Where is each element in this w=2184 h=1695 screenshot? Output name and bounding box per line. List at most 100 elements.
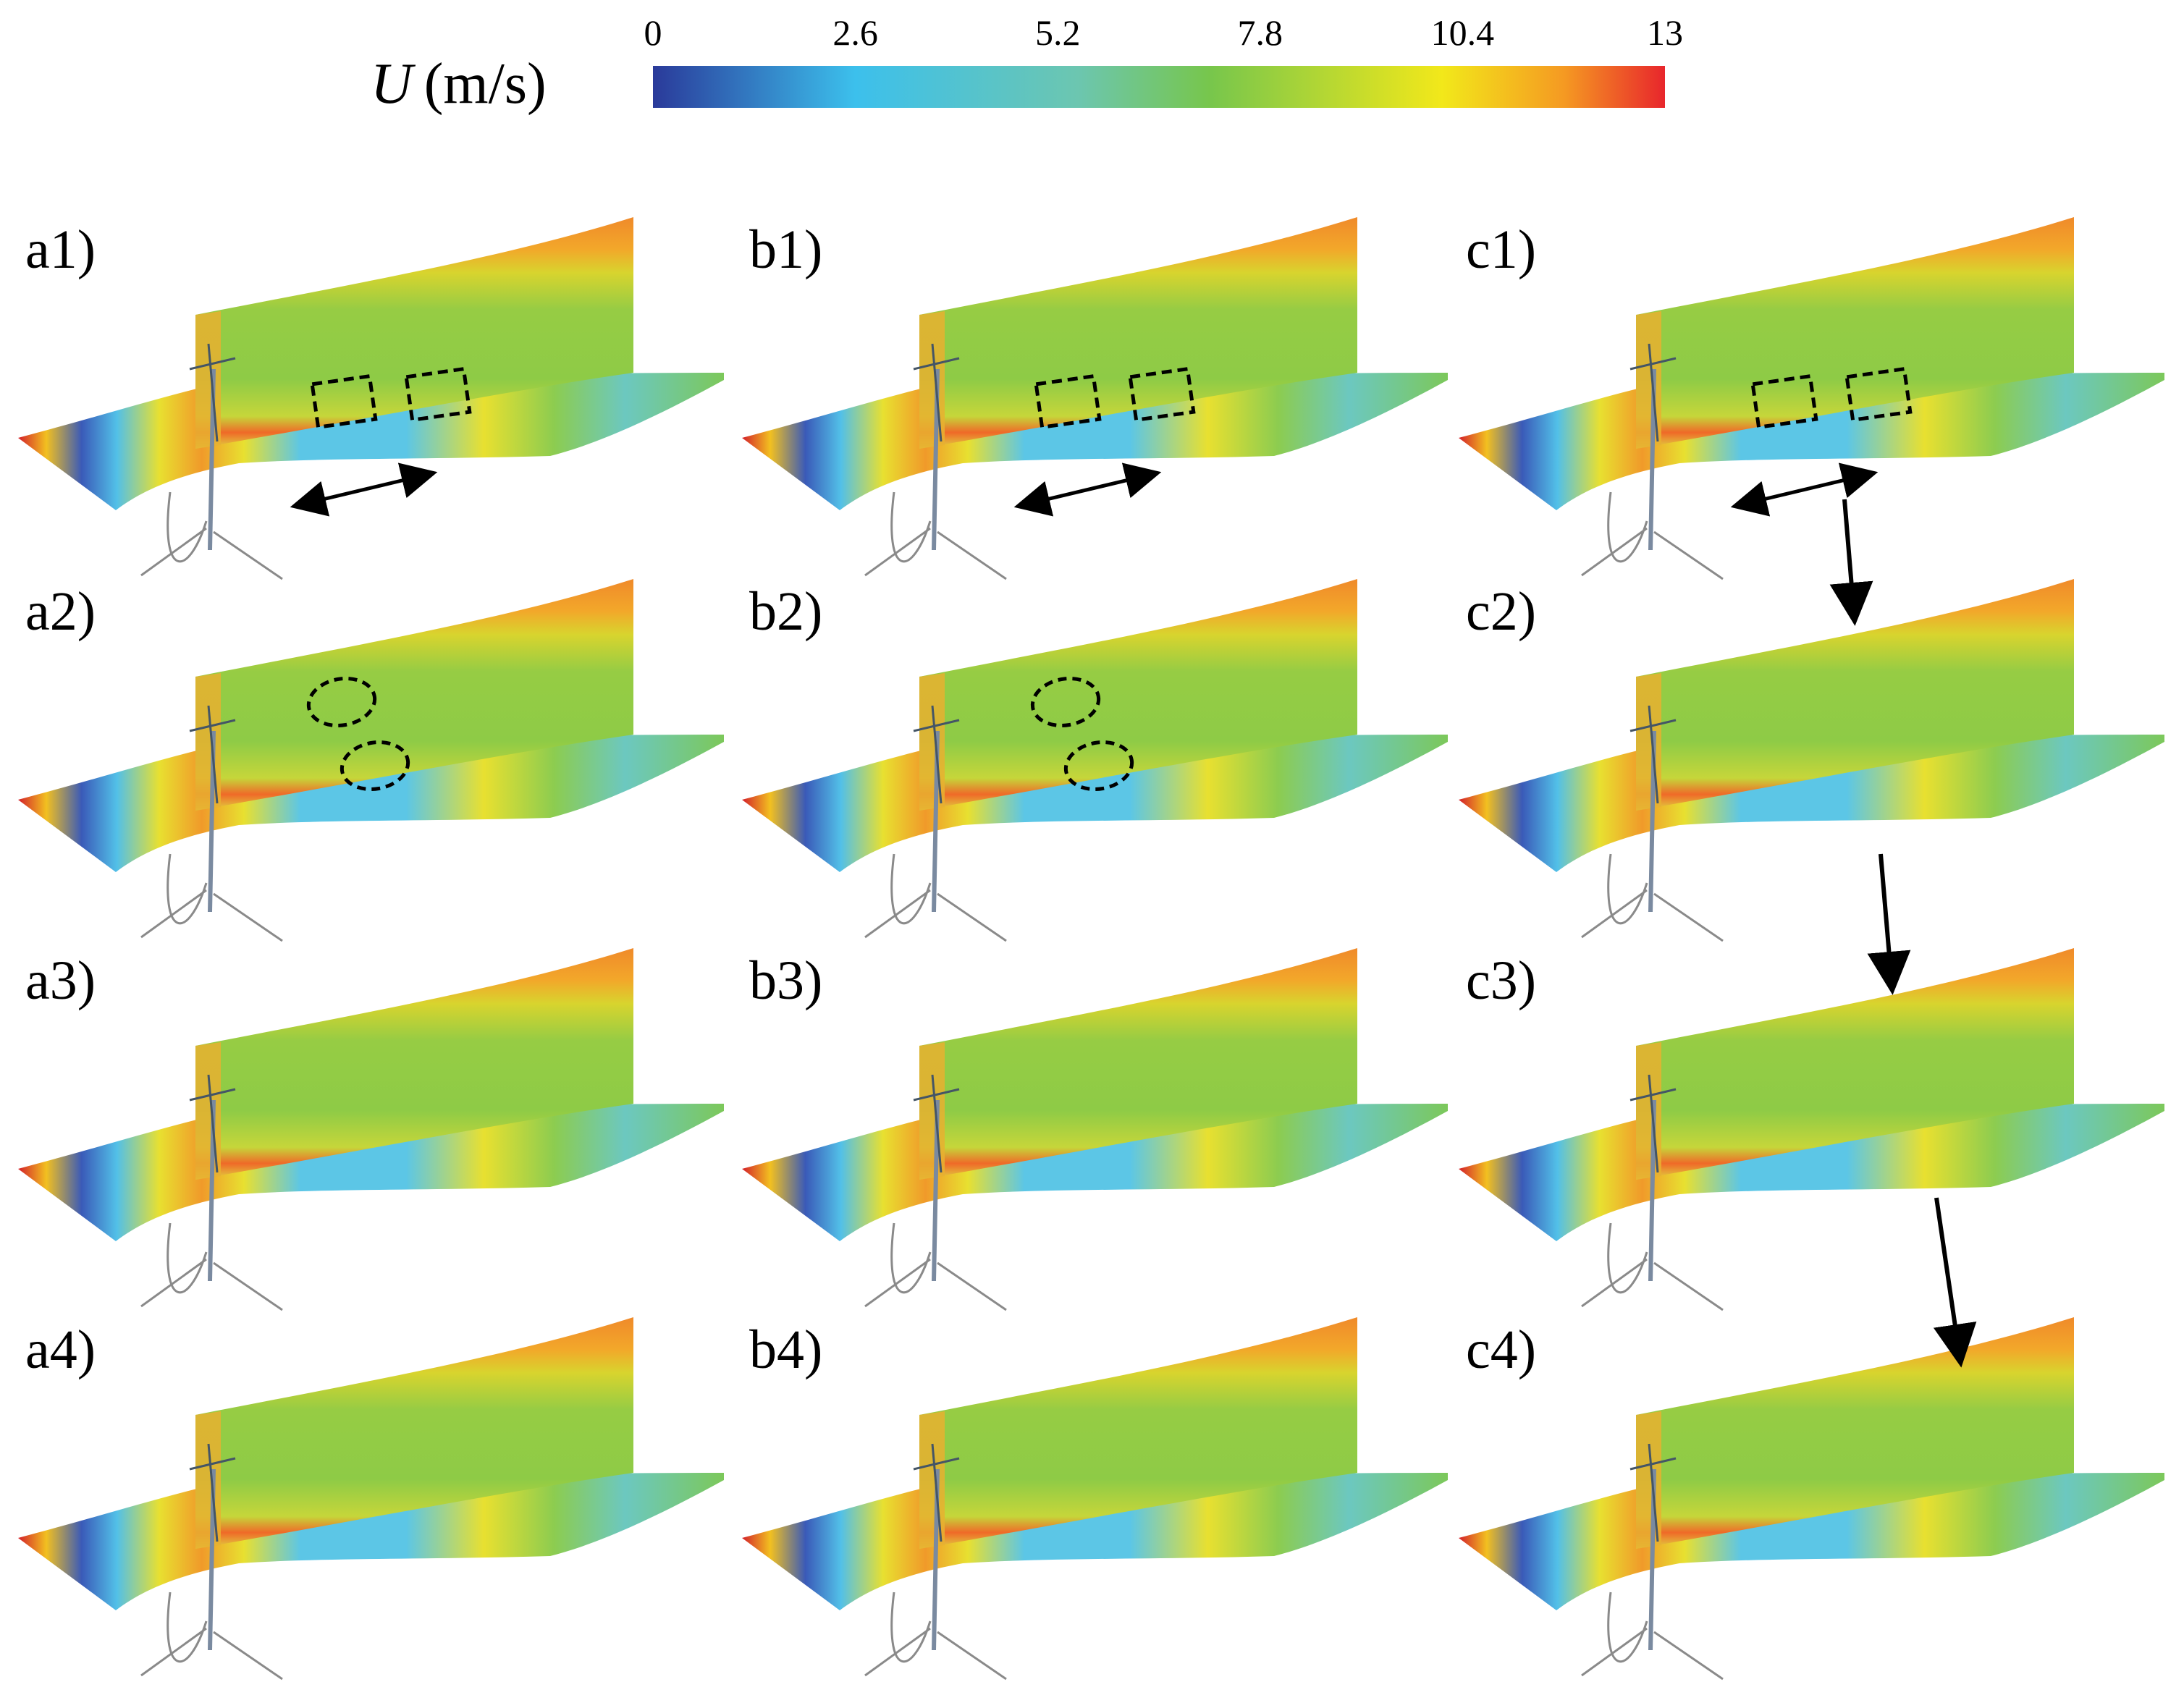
panel-label: a2) [25, 581, 96, 642]
panel-label: b2) [749, 581, 822, 642]
vertical-velocity-plane [919, 948, 1357, 1180]
panel-b2: b2) [742, 579, 1448, 942]
vertical-velocity-plane [919, 1317, 1357, 1549]
vertical-velocity-plane [195, 1317, 633, 1549]
mooring-lines [864, 853, 1007, 942]
floor-velocity-plane [742, 1473, 1448, 1610]
turbine-rotor-blade [207, 1074, 219, 1173]
mooring-lines [140, 1592, 283, 1681]
mooring-lines [864, 1222, 1007, 1311]
turbine-rotor-blade [913, 1088, 960, 1102]
vertical-velocity-plane [1636, 217, 2074, 449]
turbine-rotor-blade [189, 719, 236, 732]
turbine-rotor-blade [1648, 705, 1659, 804]
floor-velocity-plane [18, 735, 724, 872]
panel-label: c4) [1466, 1319, 1536, 1380]
turbine-rotor-blade [189, 357, 236, 371]
mooring-lines [140, 491, 283, 580]
turbine-rotor-blade [207, 1443, 219, 1542]
panel-label: b4) [749, 1319, 822, 1380]
panel-c2: c2) [1459, 579, 2164, 942]
floor-velocity-plane [1459, 1104, 2164, 1241]
floor-velocity-plane [18, 373, 724, 510]
turbine-rotor-blade [913, 357, 960, 371]
turbine-rotor-blade [189, 1088, 236, 1102]
colorbar-title: U (m/s) [371, 52, 547, 116]
mooring-lines [1581, 491, 1724, 580]
colorbar-tick-label: 5.2 [1035, 12, 1081, 53]
panel-c4: c4) [1459, 1317, 2164, 1681]
colorbar-unit: (m/s) [424, 52, 547, 116]
turbine-rotor-blade [931, 705, 943, 804]
panel-a2: a2) [18, 579, 724, 942]
panel-grid: a1) b1) c1) a2) b2) c2) a3) b3) c3) a4) b4) c4) [18, 217, 2164, 1681]
dashed-highlight-box [1844, 366, 1913, 423]
velocity-colorbar: U (m/s) 0 2.6 5.2 7.8 10.4 13 [371, 12, 1683, 116]
turbine-rotor-blade [913, 719, 960, 732]
dashed-highlight-box [310, 373, 378, 430]
sequence-arrows [1829, 499, 1977, 1368]
floor-velocity-plane [742, 373, 1448, 510]
floor-velocity-plane [18, 1473, 724, 1610]
panel-a1: a1) [18, 217, 724, 580]
colorbar-tick-label: 10.4 [1431, 12, 1495, 53]
colorbar-tick-label: 2.6 [832, 12, 878, 53]
panel-label: c2) [1466, 581, 1536, 642]
distance-double-arrow [290, 462, 438, 517]
vertical-velocity-plane [1636, 948, 2074, 1180]
turbine-rotor-blade [1648, 1074, 1659, 1173]
panel-label: a3) [25, 950, 96, 1011]
sequence-arrow [1867, 853, 1911, 995]
colorbar-tick-label: 13 [1647, 12, 1683, 53]
panel-b1: b1) [742, 217, 1448, 580]
turbine-rotor-blade [913, 1457, 960, 1471]
dashed-highlight-ellipse [340, 740, 410, 792]
turbine-rotor-blade [1629, 1088, 1677, 1102]
floor-velocity-plane [1459, 1473, 2164, 1610]
turbine-rotor-blade [1648, 1443, 1659, 1542]
vertical-velocity-plane [919, 217, 1357, 449]
vertical-velocity-plane [195, 579, 633, 811]
panel-c3: c3) [1459, 948, 2164, 1311]
dashed-highlight-box [1034, 373, 1102, 430]
dashed-highlight-ellipse [1063, 740, 1134, 792]
sequence-arrow [1933, 1197, 1977, 1368]
vertical-velocity-plane [1636, 1317, 2074, 1549]
mooring-lines [864, 1592, 1007, 1681]
colorbar-tick-label: 0 [644, 12, 662, 53]
dashed-highlight-box [404, 366, 472, 423]
floor-velocity-plane [1459, 373, 2164, 510]
turbine-rotor-blade [207, 343, 219, 442]
vertical-velocity-plane [919, 579, 1357, 811]
floor-velocity-plane [18, 1104, 724, 1241]
turbine-rotor-blade [931, 1443, 943, 1542]
floor-velocity-plane [742, 735, 1448, 872]
colorbar-gradient [653, 66, 1665, 108]
mooring-lines [1581, 1222, 1724, 1311]
mooring-lines [1581, 853, 1724, 942]
turbine-rotor-blade [1629, 1457, 1677, 1471]
turbine-rotor-blade [931, 343, 943, 442]
colorbar-tick-label: 7.8 [1238, 12, 1283, 53]
panel-label: c3) [1466, 950, 1536, 1011]
distance-double-arrow [1730, 462, 1879, 517]
panel-label: b3) [749, 950, 822, 1011]
panel-label: b1) [749, 219, 822, 280]
panel-a3: a3) [18, 948, 724, 1311]
panel-b4: b4) [742, 1317, 1448, 1681]
panel-a4: a4) [18, 1317, 724, 1681]
dashed-highlight-box [1128, 366, 1196, 423]
turbine-rotor-blade [1648, 343, 1659, 442]
floor-velocity-plane [742, 1104, 1448, 1241]
colorbar-ticks: 0 2.6 5.2 7.8 10.4 13 [644, 12, 1684, 53]
turbine-rotor-blade [207, 705, 219, 804]
turbine-rotor-blade [1629, 719, 1677, 732]
vertical-velocity-plane [195, 217, 633, 449]
sequence-arrow [1829, 499, 1873, 626]
panel-c1: c1) [1459, 217, 2164, 580]
turbine-rotor-blade [189, 1457, 236, 1471]
turbine-rotor-blade [1629, 357, 1677, 371]
mooring-lines [1581, 1592, 1724, 1681]
mooring-lines [864, 491, 1007, 580]
